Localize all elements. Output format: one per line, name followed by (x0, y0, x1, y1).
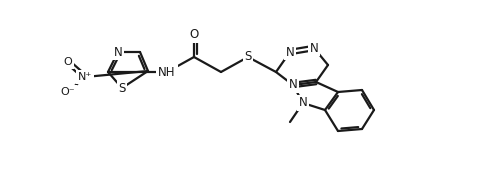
Text: N: N (299, 97, 307, 109)
Text: N⁺: N⁺ (78, 72, 92, 82)
Text: NH: NH (158, 65, 176, 79)
Text: N: N (114, 46, 123, 58)
Text: O: O (189, 29, 199, 41)
Text: S: S (119, 81, 125, 95)
Text: S: S (245, 50, 251, 64)
Text: O⁻: O⁻ (61, 87, 75, 97)
Text: N: N (289, 79, 297, 91)
Text: N: N (286, 46, 294, 58)
Text: N: N (310, 41, 318, 55)
Text: O: O (64, 57, 72, 67)
